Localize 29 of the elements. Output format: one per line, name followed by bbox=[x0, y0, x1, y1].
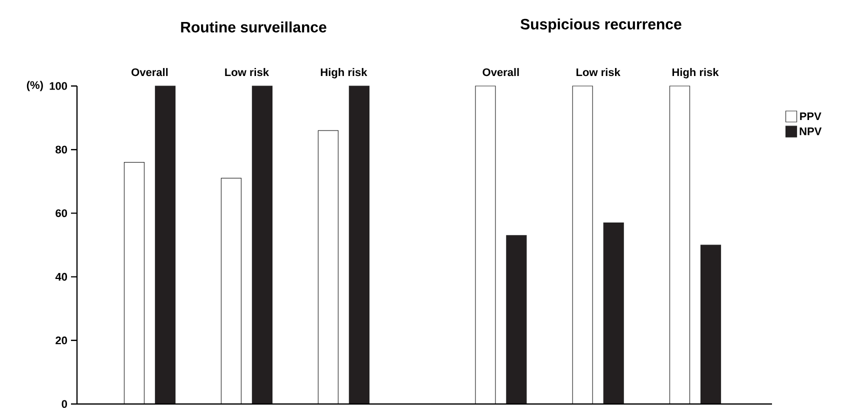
bar bbox=[475, 86, 496, 404]
x-tick-label: High risk bbox=[320, 68, 368, 78]
y-tick-label: 80 bbox=[56, 146, 68, 154]
y-tick-label: 40 bbox=[55, 272, 68, 281]
chart-title: Routine surveillance bbox=[181, 21, 326, 32]
chart-title: Suspicious recurrence bbox=[520, 18, 682, 32]
bar bbox=[348, 86, 370, 404]
bar bbox=[603, 222, 624, 404]
x-tick-label: Overall bbox=[132, 68, 168, 76]
bar bbox=[506, 235, 527, 404]
bar bbox=[318, 130, 338, 404]
y-tick-label: 100 bbox=[50, 82, 68, 90]
x-tick-label: Low risk bbox=[576, 68, 620, 76]
legend-label: NPV bbox=[800, 128, 822, 136]
bar bbox=[252, 86, 273, 404]
y-tick-label: 0 bbox=[62, 400, 68, 408]
bar bbox=[700, 244, 722, 404]
bar bbox=[572, 86, 593, 404]
bar bbox=[154, 86, 176, 404]
legend-label: PPV bbox=[800, 112, 822, 120]
bar bbox=[124, 162, 145, 404]
x-tick-label: Low risk bbox=[225, 68, 270, 76]
bar bbox=[669, 86, 690, 404]
bar bbox=[220, 178, 242, 404]
x-tick-label: Overall bbox=[482, 68, 519, 76]
y-tick-label: 60 bbox=[56, 209, 68, 218]
y-axis-title: (%) bbox=[26, 80, 43, 92]
y-tick-label: 20 bbox=[56, 336, 68, 344]
x-tick-label: High risk bbox=[672, 68, 719, 78]
